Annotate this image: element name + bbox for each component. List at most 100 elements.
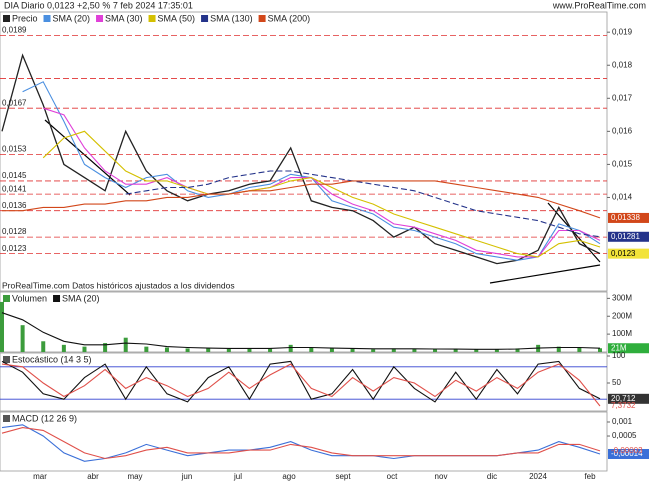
volume-bar xyxy=(164,347,169,352)
legend-label: SMA (20) xyxy=(53,13,91,23)
series-line xyxy=(1,312,601,350)
volume-bar xyxy=(329,348,334,352)
volume-bar xyxy=(577,347,582,352)
x-tick-label: oct xyxy=(387,472,398,481)
volume-bar xyxy=(123,337,128,352)
volume-bar xyxy=(144,346,149,352)
x-tick-label: feb xyxy=(584,472,596,481)
x-tick-label: may xyxy=(127,472,142,481)
header-title: DIA Diario 0,0123 +2,50 % 7 feb 2024 17:… xyxy=(4,0,193,10)
series-line xyxy=(1,360,601,403)
volume-bar xyxy=(371,349,376,352)
legend-swatch xyxy=(3,356,10,363)
legend-label: Precio xyxy=(12,13,38,23)
volume-bar xyxy=(103,343,108,352)
volume-bar xyxy=(268,348,273,352)
volume-bar xyxy=(247,348,252,352)
panel-frame xyxy=(0,291,608,353)
level-label: 0,0128 xyxy=(2,227,27,236)
y-tick-label: 0,016 xyxy=(612,126,633,135)
legend-label: SMA (30) xyxy=(105,13,143,23)
last-value-label: 20,712 xyxy=(611,394,636,403)
last-value-label: 7,3732 xyxy=(611,401,636,410)
legend-label: Volumen xyxy=(12,293,47,303)
volume-bar xyxy=(0,301,4,352)
legend-swatch xyxy=(148,15,156,22)
level-label: 0,0167 xyxy=(2,98,27,107)
header-source: www.ProRealTime.com xyxy=(552,0,646,10)
volume-bar xyxy=(494,349,499,352)
volume-bar xyxy=(598,348,602,352)
volume-bar xyxy=(226,348,231,352)
last-value-label: 0,0123 xyxy=(611,249,636,258)
legend-label: SMA (200) xyxy=(268,13,311,23)
y-tick-label: 0,014 xyxy=(612,193,633,202)
x-tick-label: nov xyxy=(435,472,448,481)
volume-bar xyxy=(433,349,438,352)
level-label: 0,0141 xyxy=(2,184,27,193)
volume-bar xyxy=(391,348,396,352)
trend-line xyxy=(489,264,601,284)
last-value-box xyxy=(608,448,649,459)
y-tick-label: 50 xyxy=(612,378,621,387)
y-tick-label: 100 xyxy=(612,351,626,360)
x-tick-label: jul xyxy=(233,472,242,481)
series-line xyxy=(42,130,601,258)
volume-bar xyxy=(82,346,87,352)
y-tick-label: 0,017 xyxy=(612,93,633,102)
level-label: 0,0136 xyxy=(2,201,27,210)
data-note: ProRealTime.com Datos históricos ajustad… xyxy=(2,280,235,290)
x-tick-label: jun xyxy=(181,472,193,481)
series-line xyxy=(1,53,601,265)
panel-title: MACD (12 26 9) xyxy=(12,413,77,423)
volume-bar xyxy=(412,348,417,352)
legend-swatch xyxy=(201,15,209,22)
volume-bar xyxy=(288,344,293,352)
level-label: 0,0123 xyxy=(2,244,27,253)
y-tick-label: 0,015 xyxy=(612,160,633,169)
legend-swatch xyxy=(3,295,10,302)
legend-swatch xyxy=(96,15,104,22)
last-value-box xyxy=(608,343,649,354)
volume-bar xyxy=(350,348,355,352)
series-line xyxy=(1,427,601,460)
volume-bar xyxy=(41,341,46,352)
legend-swatch xyxy=(3,15,10,22)
last-value-box xyxy=(608,393,649,404)
volume-bar xyxy=(309,347,314,352)
x-tick-label: sept xyxy=(335,472,351,481)
level-label: 0,0153 xyxy=(2,145,27,154)
volume-bar xyxy=(185,348,190,352)
last-value-box xyxy=(608,248,649,259)
x-tick-label: 2024 xyxy=(529,472,547,481)
legend-label: SMA (130) xyxy=(210,13,253,23)
y-tick-label: 300M xyxy=(612,293,632,302)
last-value-label: -0,00003 xyxy=(611,446,643,455)
level-label: 0,0189 xyxy=(2,26,27,35)
y-tick-label: 200M xyxy=(612,311,632,320)
volume-bar xyxy=(453,349,458,352)
series-line xyxy=(1,363,601,407)
series-line xyxy=(43,107,601,258)
last-value-box xyxy=(608,231,649,242)
last-value-label: 0,01281 xyxy=(611,232,640,241)
legend-label: SMA (50) xyxy=(158,13,196,23)
y-tick-label: 0,0005 xyxy=(612,431,637,440)
panel-title: Estocástico (14 3 5) xyxy=(12,354,92,364)
series-line xyxy=(2,180,601,219)
x-tick-label: mar xyxy=(33,472,47,481)
panel-frame xyxy=(0,11,608,292)
legend-swatch xyxy=(43,15,51,22)
volume-bar xyxy=(61,344,66,352)
volume-bar xyxy=(206,348,211,352)
x-tick-label: ago xyxy=(282,472,296,481)
legend-label: SMA (20) xyxy=(62,293,100,303)
y-tick-label: 0,001 xyxy=(612,417,633,426)
y-tick-label: 0,019 xyxy=(612,27,633,36)
panel-frame xyxy=(0,411,608,472)
last-value-label: 21M xyxy=(611,343,627,352)
level-label: 0,0145 xyxy=(2,171,27,180)
last-value-label: 0,01338 xyxy=(611,213,640,222)
last-value-box xyxy=(608,212,649,223)
